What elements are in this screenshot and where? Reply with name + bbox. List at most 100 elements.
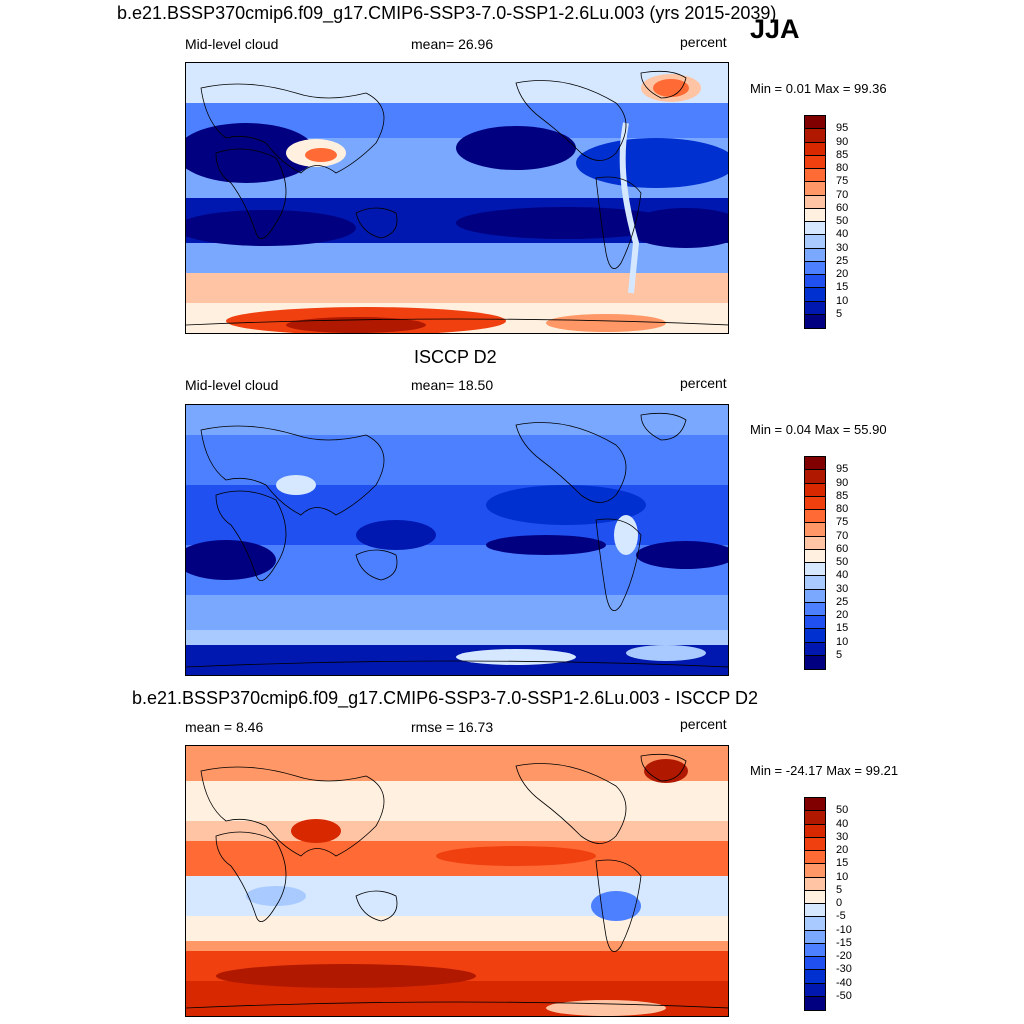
colorbar-swatch <box>805 549 825 563</box>
colorbar-tick-label: -50 <box>836 989 852 1002</box>
colorbar-swatch <box>805 629 825 643</box>
colorbar-swatch <box>805 510 825 524</box>
colorbar-tick-label: 30 <box>836 830 849 843</box>
panel3-rmse-label: rmse = 16.73 <box>411 719 494 735</box>
colorbar-swatch <box>805 288 825 302</box>
colorbar-tick-label: -30 <box>836 963 852 976</box>
colorbar-tick-label: 95 <box>836 122 849 135</box>
colorbar-swatch <box>805 563 825 577</box>
colorbar-tick-label: 25 <box>836 595 849 608</box>
colorbar-tick-label: 70 <box>836 529 849 542</box>
colorbar-tick-label: 80 <box>836 162 849 174</box>
colorbar-tick-label: 20 <box>836 844 849 856</box>
panel3-colorbar <box>804 797 826 1011</box>
colorbar-swatch <box>805 129 825 143</box>
colorbar-swatch <box>805 655 825 669</box>
colorbar-tick-label: 15 <box>836 281 849 294</box>
colorbar-swatch <box>805 195 825 209</box>
colorbar-tick-label: 70 <box>836 188 849 201</box>
colorbar-tick-label: 40 <box>836 817 849 830</box>
colorbar-swatch <box>805 470 825 484</box>
season-label: JJA <box>750 14 800 44</box>
colorbar-swatch <box>805 155 825 169</box>
colorbar-tick-label: -20 <box>836 950 852 962</box>
colorbar-tick-label: -15 <box>836 936 852 949</box>
colorbar-tick-label: 5 <box>836 307 843 320</box>
colorbar-tick-label: 5 <box>836 648 843 661</box>
colorbar-tick-label: -5 <box>836 910 846 923</box>
colorbar-tick-label: 60 <box>836 201 849 214</box>
colorbar-swatch <box>805 261 825 275</box>
panel2-minmax: Min = 0.04 Max = 55.90 <box>750 422 887 437</box>
colorbar-tick-label: 30 <box>836 582 849 595</box>
colorbar-tick-label: 10 <box>836 870 849 883</box>
colorbar-swatch <box>805 457 825 471</box>
colorbar-tick-label: -10 <box>836 923 852 936</box>
colorbar-swatch <box>805 890 825 904</box>
colorbar-tick-label: 10 <box>836 294 849 307</box>
colorbar-swatch <box>805 957 825 971</box>
panel2-colorbar <box>804 456 826 670</box>
colorbar-tick-label: 0 <box>836 897 843 909</box>
panel3-minmax: Min = -24.17 Max = 99.21 <box>750 763 899 778</box>
colorbar-swatch <box>805 275 825 289</box>
panel2-mean-label: mean= 18.50 <box>411 377 494 393</box>
panel2-left-label: Mid-level cloud <box>185 377 279 393</box>
colorbar-swatch <box>805 483 825 497</box>
panel2-units-label: percent <box>680 375 727 391</box>
colorbar-tick-label: 25 <box>836 254 849 267</box>
colorbar-tick-label: 95 <box>836 463 849 476</box>
panel1-minmax: Min = 0.01 Max = 99.36 <box>750 81 887 96</box>
colorbar-swatch <box>805 248 825 262</box>
colorbar-tick-label: 75 <box>836 175 849 188</box>
colorbar-swatch <box>805 208 825 222</box>
colorbar-swatch <box>805 970 825 984</box>
colorbar-tick-label: 85 <box>836 148 849 161</box>
colorbar-tick-label: 80 <box>836 503 849 515</box>
colorbar-tick-label: 30 <box>836 241 849 254</box>
panel2-title: ISCCP D2 <box>414 347 497 367</box>
colorbar-swatch <box>805 142 825 156</box>
colorbar-tick-label: 60 <box>836 542 849 555</box>
panel1-map <box>185 62 729 334</box>
panel1-left-label: Mid-level cloud <box>185 36 279 52</box>
colorbar-swatch <box>805 904 825 918</box>
colorbar-tick-label: 15 <box>836 857 849 870</box>
colorbar-swatch <box>805 576 825 590</box>
colorbar-swatch <box>805 301 825 315</box>
colorbar-swatch <box>805 496 825 510</box>
colorbar-swatch <box>805 930 825 944</box>
panel1-title: b.e21.BSSP370cmip6.f09_g17.CMIP6-SSP3-7.… <box>117 3 777 23</box>
colorbar-swatch <box>805 837 825 851</box>
colorbar-swatch <box>805 536 825 550</box>
colorbar-swatch <box>805 589 825 603</box>
colorbar-swatch <box>805 798 825 812</box>
colorbar-tick-label: 20 <box>836 609 849 621</box>
colorbar-tick-label: 40 <box>836 228 849 241</box>
colorbar-swatch <box>805 642 825 656</box>
colorbar-swatch <box>805 917 825 931</box>
colorbar-tick-label: 40 <box>836 569 849 582</box>
colorbar-swatch <box>805 983 825 997</box>
colorbar-swatch <box>805 811 825 825</box>
colorbar-swatch <box>805 523 825 537</box>
panel3-left-label: mean = 8.46 <box>185 719 264 735</box>
colorbar-tick-label: 20 <box>836 268 849 280</box>
colorbar-swatch <box>805 943 825 957</box>
colorbar-swatch <box>805 616 825 630</box>
colorbar-tick-label: 50 <box>836 215 849 227</box>
colorbar-tick-label: 15 <box>836 622 849 635</box>
panel3-map <box>185 745 729 1017</box>
colorbar-swatch <box>805 116 825 130</box>
colorbar-swatch <box>805 182 825 196</box>
panel2-map <box>185 404 729 676</box>
colorbar-swatch <box>805 864 825 878</box>
colorbar-tick-label: 90 <box>836 476 849 489</box>
colorbar-tick-label: 10 <box>836 635 849 648</box>
colorbar-swatch <box>805 877 825 891</box>
panel1-colorbar <box>804 115 826 329</box>
colorbar-tick-label: 90 <box>836 135 849 148</box>
colorbar-tick-label: -40 <box>836 976 852 989</box>
colorbar-swatch <box>805 851 825 865</box>
colorbar-swatch <box>805 824 825 838</box>
